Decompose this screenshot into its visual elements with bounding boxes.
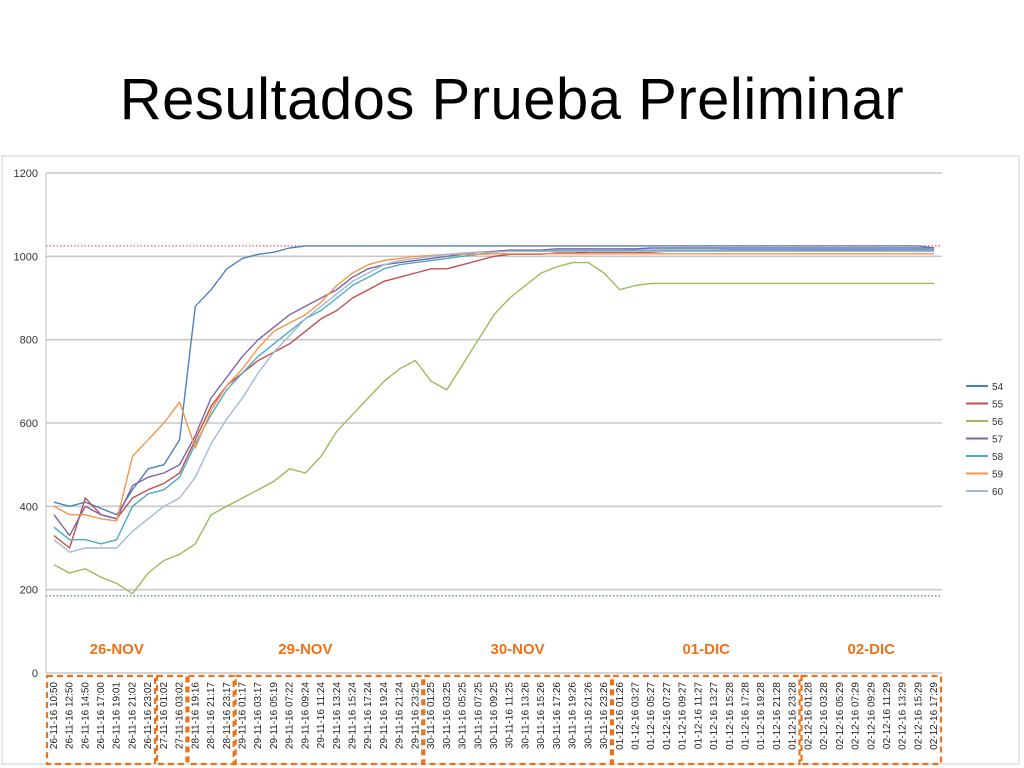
x-tick-label: 02-12-16 13:29 [898,682,909,750]
x-tick-label: 01-12-16 07:27 [662,682,673,750]
legend-label-55: 55 [992,400,1004,411]
x-bracket-group [800,674,943,766]
x-tick-label: 01-12-16 11:27 [693,682,704,750]
x-tick-label: 01-12-16 17:28 [741,682,752,750]
x-tick-label: 29-11-16 19:24 [379,682,390,750]
legend-label-57: 57 [992,435,1004,446]
x-tick-label: 30-11-16 03:25 [442,682,453,750]
day-label: 01-DIC [682,641,730,658]
series-line-54 [53,245,935,516]
day-label: 02-DIC [848,641,896,658]
series-line-60 [53,250,935,553]
x-tick-label: 29-11-16 13:24 [332,682,343,750]
x-tick-label: 29-11-16 07:22 [285,682,296,750]
x-tick-label: 27-11-16 01:02 [159,682,170,750]
y-tick-label: 600 [20,418,38,430]
series-lines [53,245,935,595]
y-tick-label: 200 [20,585,38,597]
series-line-57 [53,247,935,537]
x-axis: 26-11-16 10:50 26-11-16 12:50 26-11-16 14:… [49,682,940,750]
x-tick-label: 29-11-16 05:19 [269,682,280,750]
x-bracket-group [234,674,424,766]
x-tick-label: 30-11-16 23:26 [599,682,610,750]
series-line-56 [53,261,935,595]
legend: 54 55 56 57 58 59 60 [966,382,1004,498]
x-tick-label: 26-11-16 12:50 [65,682,76,750]
x-tick-label: 29-11-16 21:24 [395,682,406,750]
x-tick-label: 29-11-16 09:24 [300,682,311,750]
x-tick-label: 01-12-16 21:28 [772,682,783,750]
x-tick-label: 01-12-16 03:27 [630,682,641,750]
x-tick-label: 26-11-16 23:02 [143,682,154,750]
x-tick-label: 01-12-16 19:28 [756,682,767,750]
x-tick-label: 29-11-16 17:24 [363,682,374,750]
x-tick-label: 01-12-16 23:28 [788,682,799,750]
y-tick-label: 400 [20,501,38,513]
x-tick-label: 28-11-16 23:17 [222,682,233,750]
x-tick-label: 29-11-16 11:24 [316,682,327,749]
x-tick-label: 01-12-16 09:27 [678,682,689,750]
day-annotations: 26-NOV 29-NOV 30-NOV 01-DIC 02-DIC [90,641,896,658]
legend-label-56: 56 [992,417,1004,428]
x-tick-label: 30-11-16 05:25 [458,682,469,750]
legend-label-60: 60 [992,487,1004,498]
x-bracket-group [155,674,188,766]
x-tick-label: 02-12-16 01:28 [803,682,814,750]
legend-label-54: 54 [992,382,1004,393]
y-axis: 0 200 400 600 800 1000 1200 [14,168,47,680]
x-tick-label: 29-11-16 15:24 [348,682,359,750]
x-tick-label: 30-11-16 09:25 [489,682,500,750]
x-tick-label: 30-11-16 01:25 [426,682,437,750]
x-tick-label: 30-11-16 15:26 [536,682,547,750]
chart-frame [1,155,1020,765]
x-tick-label: 30-11-16 17:26 [552,682,563,750]
x-tick-label: 26-11-16 14:50 [80,682,91,750]
x-tick-label: 28-11-16 19:16 [190,682,201,750]
x-bracket-groups [45,674,943,766]
slide-title: Resultados Prueba Preliminar [119,67,905,132]
x-tick-label: 01-12-16 15:28 [725,682,736,750]
x-bracket-group [611,674,801,766]
x-tick-label: 02-12-16 17:29 [929,682,940,750]
day-label: 30-NOV [490,641,544,658]
x-tick-label: 02-12-16 05:29 [835,682,846,750]
y-tick-label: 1000 [14,251,38,263]
x-bracket-group [45,674,157,766]
x-tick-label: 30-11-16 11:25 [505,682,516,749]
y-tick-label: 0 [32,668,38,680]
x-bracket-group [423,674,612,766]
legend-label-59: 59 [992,470,1004,481]
x-tick-label: 02-12-16 07:29 [851,682,862,750]
x-tick-label: 02-12-16 09:29 [866,682,877,750]
x-tick-label: 27-11-16 03:02 [175,682,186,750]
day-label: 26-NOV [90,641,144,658]
day-label: 29-NOV [278,641,332,658]
x-bracket-group [187,674,235,766]
x-tick-label: 01-12-16 13:27 [709,682,720,750]
x-tick-label: 26-11-16 21:02 [127,682,138,750]
series-line-59 [53,253,935,522]
x-tick-label: 29-11-16 23:25 [410,682,421,750]
x-tick-label: 29-11-16 03:17 [253,682,264,750]
x-tick-label: 30-11-16 13:26 [520,682,531,750]
y-tick-label: 800 [20,335,38,347]
x-tick-label: 30-11-16 07:25 [473,682,484,750]
x-tick-label: 30-11-16 19:26 [568,682,579,750]
x-tick-label: 01-12-16 01:26 [615,682,626,750]
legend-label-58: 58 [992,452,1004,463]
x-tick-label: 02-12-16 11:29 [882,682,893,750]
x-tick-label: 30-11-16 21:26 [583,682,594,750]
y-tick-label: 1200 [14,168,38,180]
x-tick-label: 28-11-16 21:17 [206,682,217,750]
x-tick-label: 26-11-16 17:00 [96,682,107,750]
x-tick-label: 02-12-16 15:29 [913,682,924,750]
x-tick-label: 02-12-16 03:28 [819,682,830,750]
x-tick-label: 01-12-16 05:27 [646,682,657,750]
x-tick-label: 29-11-16 01:17 [237,682,248,750]
x-tick-label: 26-11-16 19:01 [112,682,123,750]
x-tick-label: 26-11-16 10:50 [49,682,60,750]
